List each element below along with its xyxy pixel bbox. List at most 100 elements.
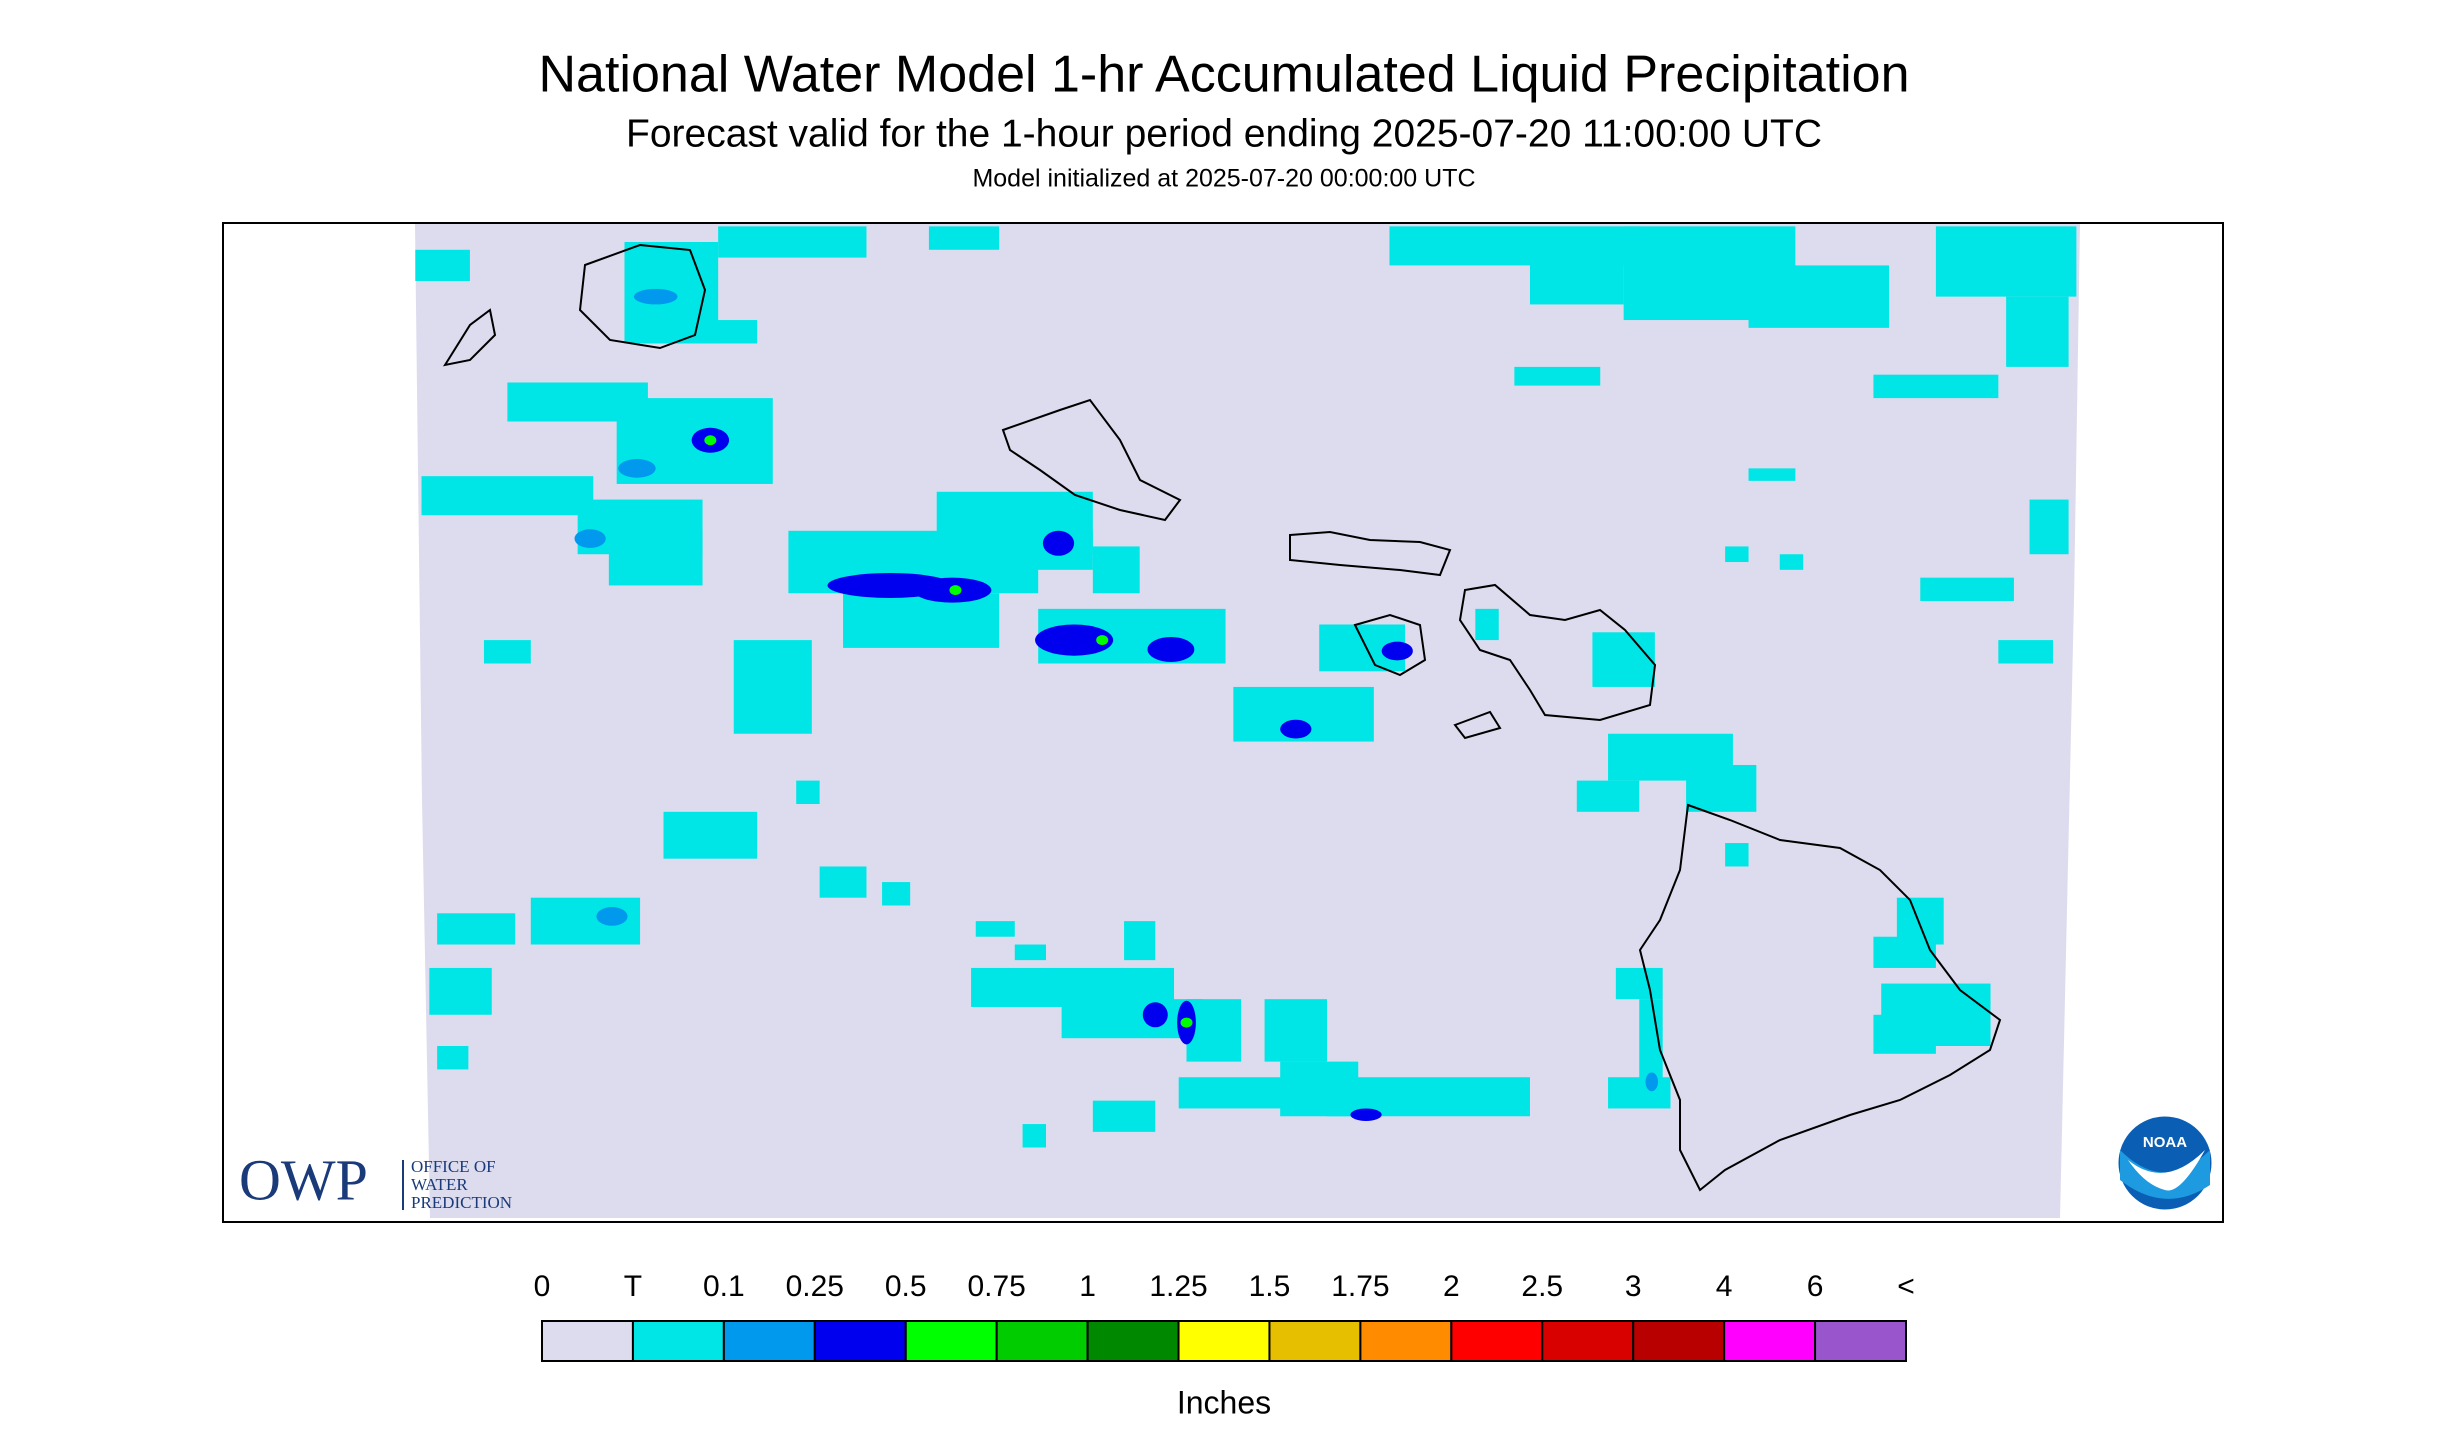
oahu	[1001, 398, 1182, 522]
precip-peak	[1180, 1017, 1193, 1028]
colorbar-label: 1.25	[1149, 1270, 1207, 1303]
precip-area	[1514, 366, 1601, 386]
colorbar: 0 T 0.1 0.25 0.5 0.75 1 1.25 1.5 1.75 2 2.5 3 4 6 <	[534, 1270, 1915, 1362]
precip-area	[1092, 1100, 1156, 1132]
precip-area	[1264, 999, 1328, 1062]
maui	[1458, 583, 1657, 722]
precip-area	[437, 913, 516, 945]
precip-area	[421, 476, 594, 516]
colorbar-label: 0.1	[703, 1270, 745, 1303]
hawaii	[1638, 803, 2002, 1192]
precip-core	[596, 907, 628, 926]
colorbar-label: 0.25	[786, 1270, 844, 1303]
precip-area	[1748, 265, 1890, 328]
precip-core	[1280, 719, 1312, 739]
precip-core	[633, 288, 678, 305]
precip-area	[437, 1046, 469, 1070]
precip-area	[1873, 1014, 1936, 1054]
colorbar-swatch	[1814, 1320, 1907, 1362]
colorbar-unit: Inches	[1177, 1384, 1271, 1420]
colorbar-label: 2.5	[1521, 1270, 1563, 1303]
title: National Water Model 1-hr Accumulated Li…	[539, 46, 1910, 104]
colorbar-swatch	[1632, 1320, 1726, 1362]
precip-area	[1475, 608, 1499, 641]
noaa-logo: NOAA	[2115, 1113, 2215, 1213]
precip-area	[1615, 967, 1663, 1000]
precip-area	[796, 780, 820, 805]
molokai	[1289, 530, 1452, 577]
coastlines	[442, 243, 2002, 1192]
colorbar-label: <	[1897, 1270, 1915, 1303]
precip-area	[1576, 780, 1640, 812]
precip-area	[1124, 921, 1156, 961]
precip-core	[1142, 1002, 1168, 1028]
colorbar-label: 0.75	[967, 1270, 1025, 1303]
precip-area	[415, 249, 470, 282]
colorbar-swatch	[1359, 1320, 1453, 1362]
precip-peak	[1096, 635, 1109, 646]
colorbar-label: T	[624, 1270, 642, 1303]
colorbar-swatch	[1541, 1320, 1635, 1362]
colorbar-label: 2	[1443, 1270, 1460, 1303]
precip-core	[1035, 624, 1114, 656]
colorbar-label: 3	[1625, 1270, 1642, 1303]
subtitle: Forecast valid for the 1-hour period end…	[626, 112, 1822, 155]
lanai	[1353, 613, 1427, 677]
colorbar-label: 0.5	[885, 1270, 927, 1303]
kahoolawe	[1453, 710, 1502, 740]
colorbar-label: 1.5	[1249, 1270, 1291, 1303]
precipitation	[415, 226, 2077, 1148]
noaa-text: NOAA	[2143, 1134, 2187, 1151]
colorbar-swatch	[995, 1320, 1089, 1362]
precip-area	[1186, 999, 1242, 1062]
owp-text: OFFICE OF	[411, 1157, 496, 1176]
precip-area	[1935, 226, 2077, 297]
precip-area	[1779, 554, 1804, 570]
owp-logo: OWP OFFICE OF WATER PREDICTION	[239, 1147, 512, 1212]
precip-area	[1896, 897, 1944, 945]
noaa-bird	[2128, 1150, 2205, 1191]
precip-area	[429, 967, 492, 1015]
colorbar-label: 1.75	[1331, 1270, 1389, 1303]
colorbar-label: 4	[1716, 1270, 1733, 1303]
precip-area	[1920, 577, 2014, 602]
colorbar-label: 1	[1079, 1270, 1096, 1303]
colorbar-swatch	[1723, 1320, 1817, 1362]
precip-area	[882, 882, 911, 906]
precip-area	[2006, 296, 2069, 367]
colorbar-label: 0	[534, 1270, 551, 1303]
owp-mark: OWP	[239, 1147, 368, 1212]
precip-area	[1608, 1077, 1671, 1109]
precip-area	[928, 226, 1000, 250]
precip-core	[1042, 530, 1075, 556]
init-time: Model initialized at 2025-07-20 00:00:00…	[972, 165, 1475, 193]
precip-area	[608, 530, 703, 586]
precip-area	[718, 226, 867, 258]
precip-area	[663, 811, 758, 859]
owp-text: WATER	[411, 1175, 468, 1194]
precip-area	[671, 320, 758, 344]
precip-area	[1725, 546, 1749, 563]
precip-area	[483, 640, 531, 664]
precip-area	[1873, 374, 1999, 399]
precip-area	[843, 593, 1000, 648]
precip-core	[1381, 641, 1413, 661]
precip-core	[618, 458, 656, 478]
precip-peak	[949, 585, 962, 596]
precip-area	[975, 921, 1015, 937]
precip-area	[2029, 499, 2069, 555]
colorbar-swatch	[904, 1320, 998, 1362]
colorbar-swatch	[631, 1320, 725, 1362]
precip-area	[1014, 944, 1047, 961]
precip-area	[1748, 468, 1796, 481]
colorbar-swatch	[541, 1320, 634, 1362]
precip-area	[1725, 843, 1749, 867]
niihau	[442, 308, 497, 367]
precip-core	[574, 529, 606, 548]
precip-area	[1529, 249, 1624, 305]
precip-area	[1092, 546, 1140, 594]
precip-area	[1686, 764, 1757, 812]
colorbar-label: 6	[1807, 1270, 1824, 1303]
